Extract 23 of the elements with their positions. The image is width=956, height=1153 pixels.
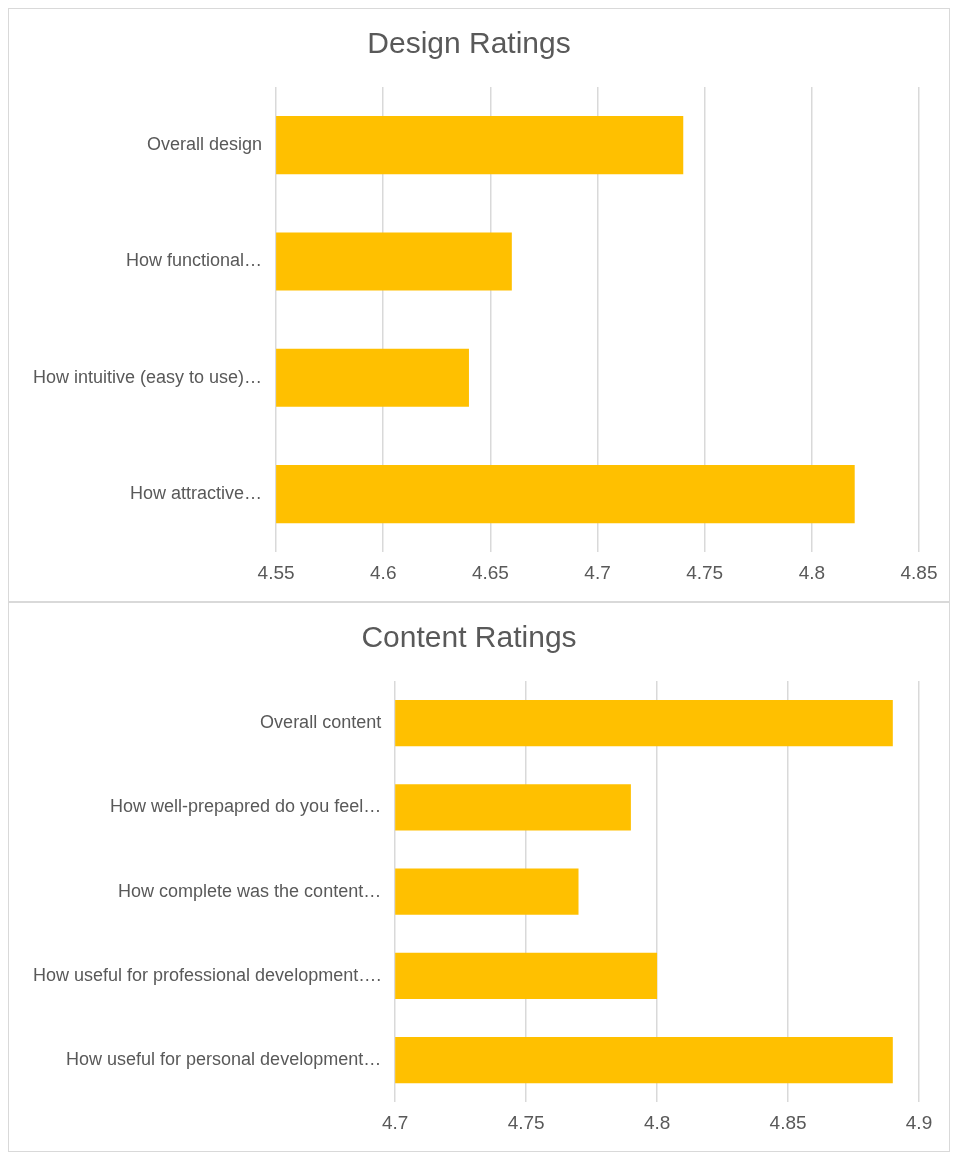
x-tick-label: 4.7 [584, 561, 611, 583]
x-tick-label: 4.9 [905, 1111, 933, 1133]
x-tick-label: 4.8 [798, 561, 826, 583]
y-tick-label: How useful for personal development… [66, 1049, 382, 1070]
y-tick-label: How useful for professional development…. [32, 964, 382, 985]
y-tick-label: How well-prepapred do you feel… [110, 796, 382, 817]
y-tick-label: How functional… [126, 250, 263, 271]
y-tick-label: How attractive… [130, 483, 263, 504]
x-tick-label: 4.85 [900, 561, 938, 583]
y-tick-label: Overall content [260, 712, 382, 733]
x-tick-label: 4.75 [686, 561, 724, 583]
x-tick-label: 4.6 [370, 561, 397, 583]
x-tick-label: 4.7 [381, 1111, 409, 1133]
y-tick-label: How complete was the content… [118, 880, 382, 901]
y-tick-label: Overall design [147, 134, 263, 155]
chart-title: Design Ratings [367, 26, 571, 60]
x-tick-label: 4.75 [507, 1111, 545, 1133]
x-tick-label: 4.85 [769, 1111, 807, 1133]
y-tick-label: How intuitive (easy to use)… [32, 366, 263, 387]
chart-title: Content Ratings [361, 620, 577, 654]
x-tick-label: 4.65 [471, 561, 509, 583]
x-tick-label: 4.55 [257, 561, 295, 583]
x-tick-label: 4.8 [643, 1111, 671, 1133]
